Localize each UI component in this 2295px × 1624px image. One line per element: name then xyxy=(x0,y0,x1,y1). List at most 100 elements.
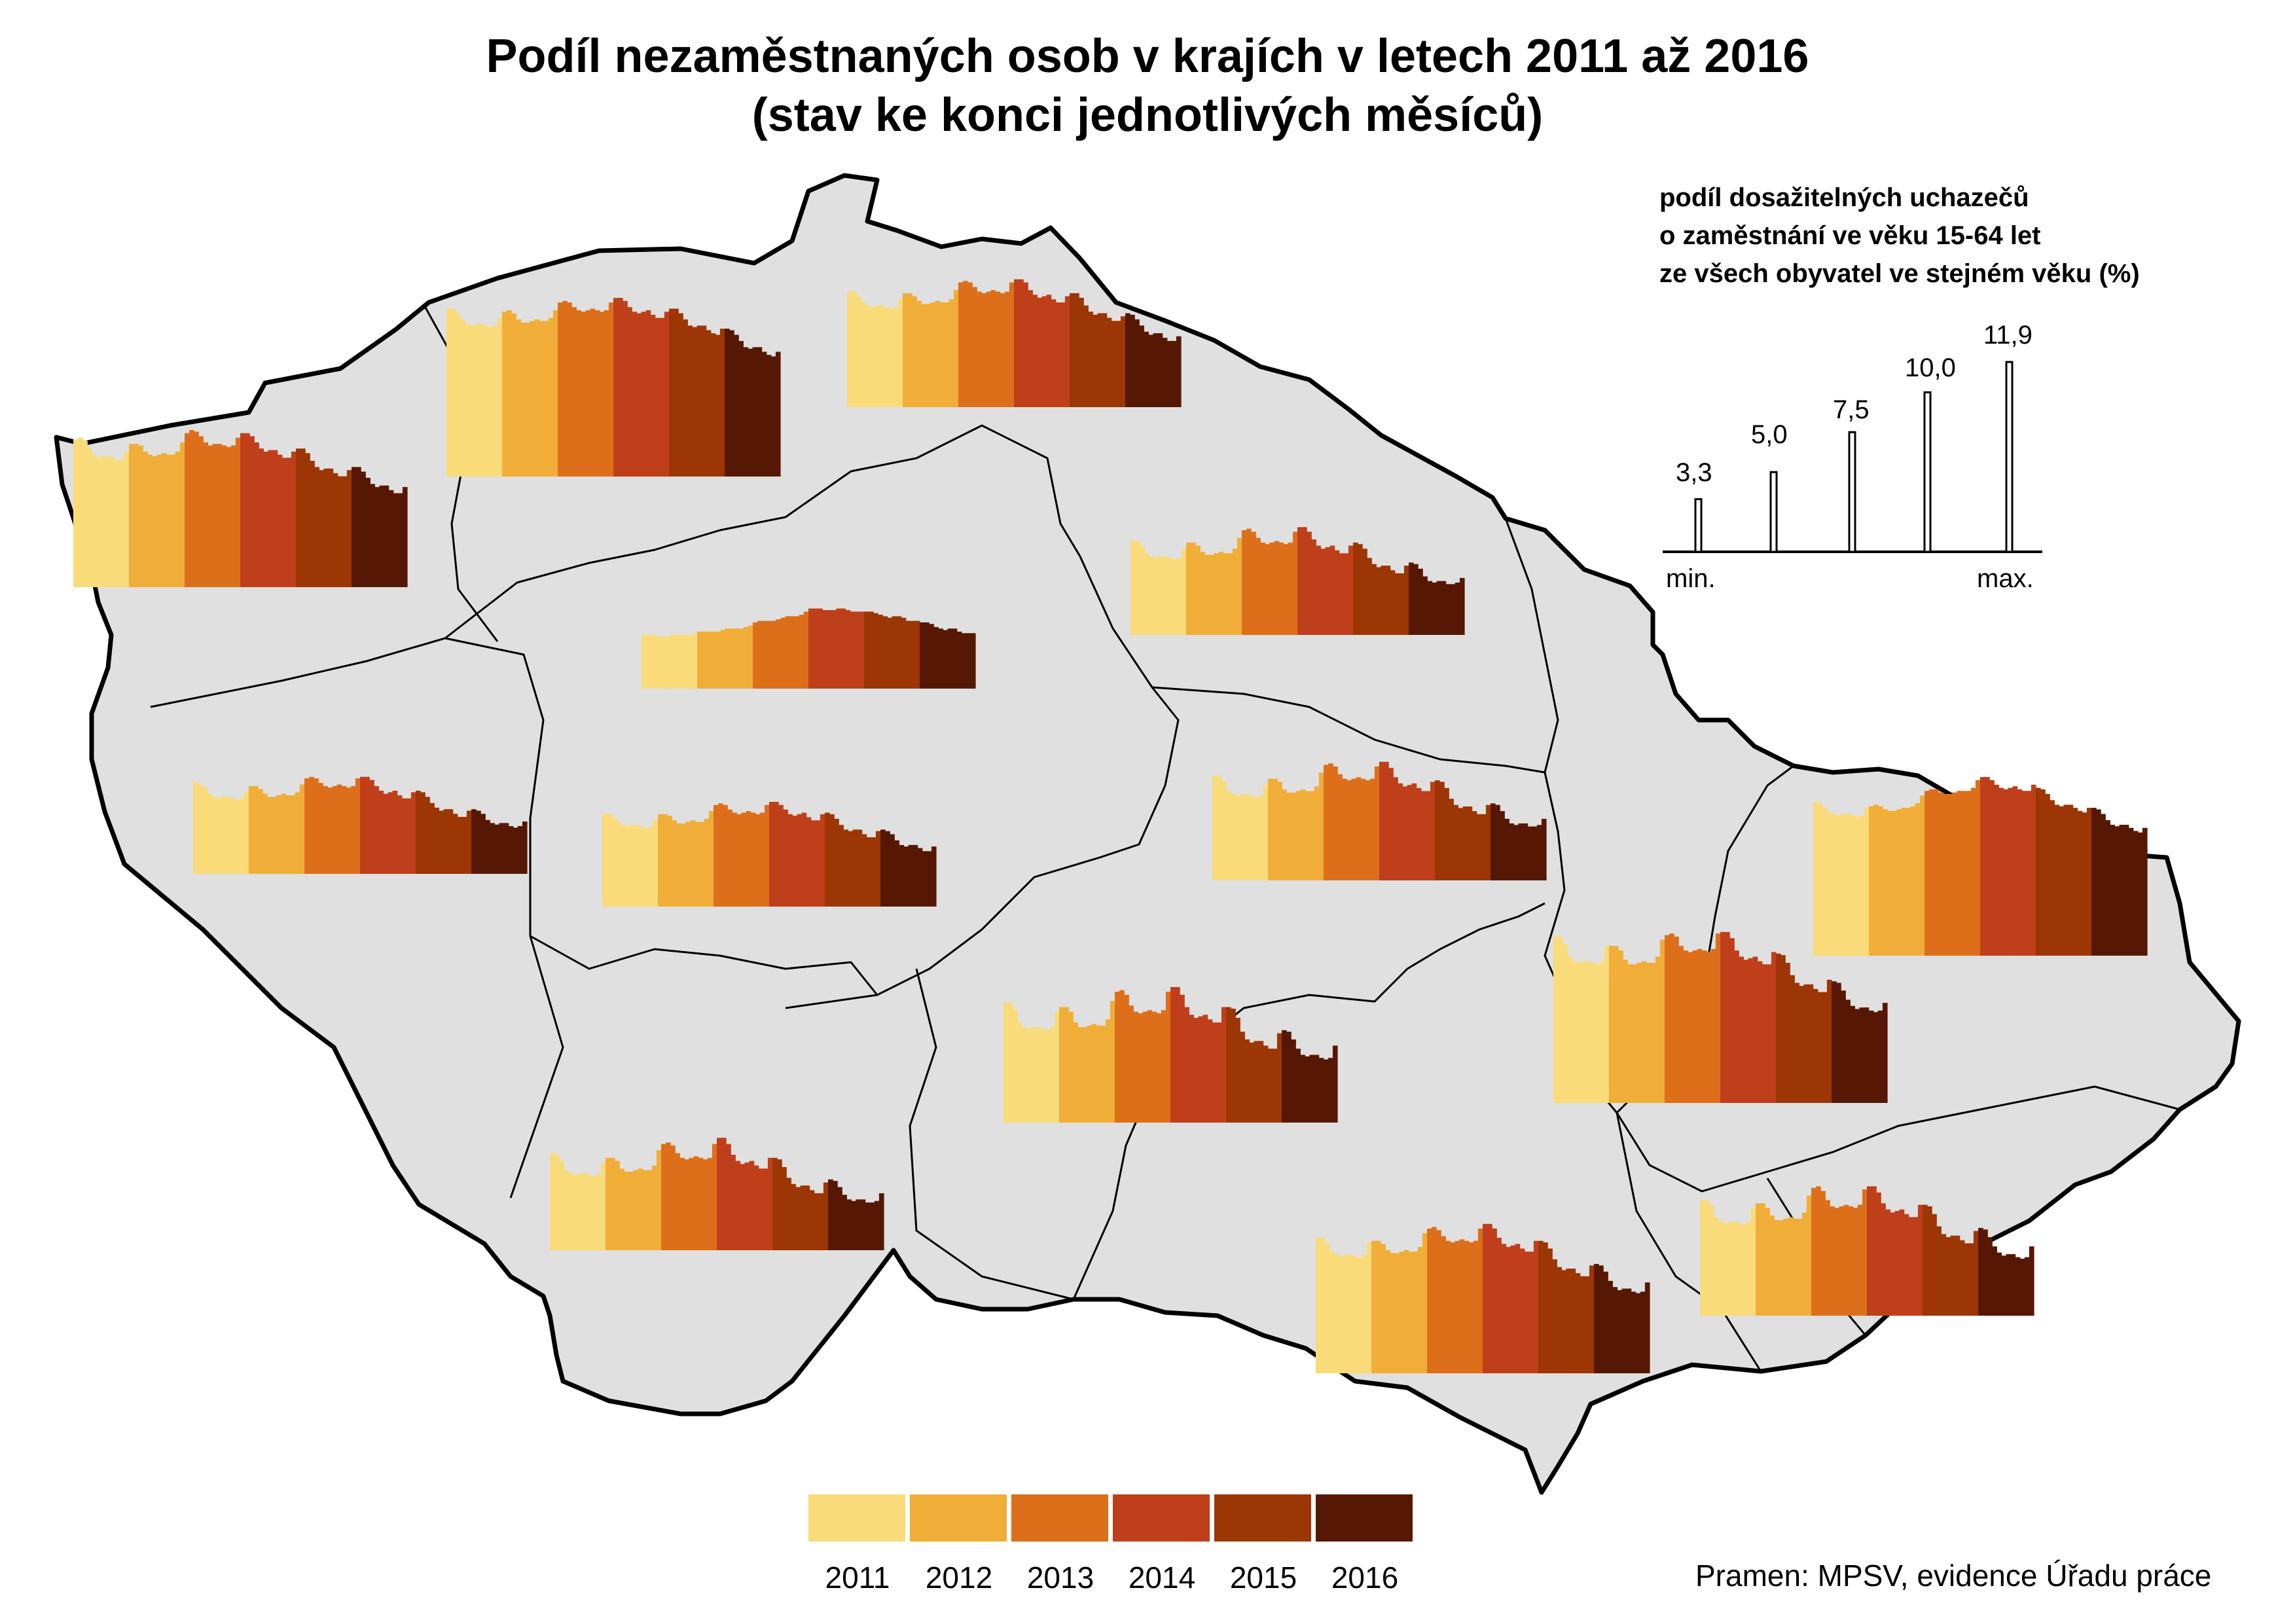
bar-ustecky-2015-m6 xyxy=(692,327,698,477)
bar-praha-2014-m8 xyxy=(840,608,846,689)
bar-stredocesky-2013-m1 xyxy=(714,804,719,907)
bar-stredocesky-2013-m9 xyxy=(750,812,756,907)
bar-pardubicky-2015-m9 xyxy=(1472,811,1477,880)
bar-olomoucky-2012-m4 xyxy=(1623,960,1628,1103)
bar-liberecky-2015-m8 xyxy=(1102,313,1108,407)
bar-jihomoravsky-2013-m3 xyxy=(1436,1230,1441,1373)
bar-kralovehradecky-2016-m12 xyxy=(1459,577,1465,635)
bar-plzensky-2012-m3 xyxy=(258,789,263,874)
bar-praha-2013-m3 xyxy=(762,621,767,689)
bar-jihocesky-2013-m3 xyxy=(670,1146,676,1250)
legend-swatch-2015 xyxy=(1214,1494,1311,1542)
bar-pardubicky-2014-m6 xyxy=(1402,786,1408,880)
bar-zlinsky-2013-m6 xyxy=(1834,1208,1840,1316)
bar-zlinsky-2014-m10 xyxy=(1908,1217,1914,1316)
bar-praha-2015-m6 xyxy=(887,617,893,689)
bar-praha-2011-m4 xyxy=(655,636,660,689)
bar-praha-2011-m7 xyxy=(669,634,675,689)
bar-stredocesky-2015-m10 xyxy=(866,837,872,907)
bar-zlinsky-2011-m6 xyxy=(1723,1223,1729,1316)
bar-olomoucky-2015-m9 xyxy=(1813,988,1818,1103)
bar-ustecky-2016-m9 xyxy=(761,352,767,477)
bar-olomoucky-2014-m10 xyxy=(1762,964,1767,1103)
bar-jihomoravsky-2012-m6 xyxy=(1394,1253,1400,1373)
bar-moravskoslezsky-2015-m7 xyxy=(2063,804,2069,956)
bar-liberecky-2011-m2 xyxy=(852,291,857,407)
bar-vysocina-2016-m4 xyxy=(1295,1049,1301,1123)
bar-jihocesky-2011-m5 xyxy=(568,1173,574,1250)
bar-moravskoslezsky-2016-m5 xyxy=(2110,825,2116,956)
bar-kralovehradecky-2015-m2 xyxy=(1358,544,1363,635)
bar-ustecky-2011-m4 xyxy=(460,319,465,477)
bar-ustecky-2014-m3 xyxy=(623,300,628,477)
bar-stredocesky-2013-m4 xyxy=(727,809,732,907)
bar-plzensky-2013-m4 xyxy=(318,783,323,874)
bar-plzensky-2013-m10 xyxy=(346,787,352,874)
bar-jihocesky-2016-m9 xyxy=(865,1202,871,1250)
scale-bar xyxy=(1848,431,1856,553)
bar-olomoucky-2013-m5 xyxy=(1683,950,1689,1103)
bar-ustecky-2015-m3 xyxy=(678,313,683,477)
bar-karlovarsky-2013-m7 xyxy=(212,444,218,587)
bar-stredocesky-2011-m12 xyxy=(653,820,659,907)
bar-jihocesky-2013-m1 xyxy=(661,1144,666,1250)
bar-olomoucky-2016-m12 xyxy=(1882,1003,1888,1103)
bar-liberecky-2014-m12 xyxy=(1064,296,1070,407)
bar-jihomoravsky-2011-m12 xyxy=(1366,1242,1372,1373)
bar-olomoucky-2014-m4 xyxy=(1734,950,1739,1103)
bar-stredocesky-2015-m5 xyxy=(843,829,849,907)
bar-zlinsky-2015-m5 xyxy=(1941,1234,1947,1316)
bar-ustecky-2015-m7 xyxy=(696,325,702,477)
bar-kralovehradecky-2016-m2 xyxy=(1413,564,1419,635)
legend-swatch-2011 xyxy=(808,1494,905,1542)
bar-pardubicky-2015-m3 xyxy=(1444,787,1449,880)
region-chart-pardubicky xyxy=(1212,761,1547,880)
bar-olomoucky-2012-m7 xyxy=(1636,962,1642,1103)
bar-jihomoravsky-2012-m1 xyxy=(1371,1240,1377,1373)
bar-ustecky-2011-m10 xyxy=(488,327,494,477)
bar-kralovehradecky-2012-m9 xyxy=(1223,553,1229,635)
bar-ustecky-2014-m6 xyxy=(636,313,642,477)
bar-jihocesky-2016-m1 xyxy=(828,1179,833,1250)
bar-stredocesky-2014-m7 xyxy=(797,814,803,907)
bar-jihomoravsky-2011-m2 xyxy=(1320,1237,1326,1373)
bar-jihocesky-2015-m2 xyxy=(777,1159,782,1250)
bar-ustecky-2011-m7 xyxy=(474,324,480,477)
bar-praha-2015-m1 xyxy=(864,611,869,689)
bar-zlinsky-2014-m4 xyxy=(1881,1203,1886,1316)
bar-pardubicky-2016-m9 xyxy=(1527,826,1533,880)
bar-karlovarsky-2015-m5 xyxy=(314,467,320,587)
bar-praha-2014-m7 xyxy=(836,608,842,689)
bar-ustecky-2011-m2 xyxy=(451,308,456,477)
bar-olomoucky-2014-m1 xyxy=(1720,931,1726,1103)
bar-jihomoravsky-2011-m3 xyxy=(1325,1244,1330,1373)
bar-pardubicky-2011-m10 xyxy=(1254,797,1259,880)
bar-zlinsky-2016-m10 xyxy=(2019,1258,2025,1316)
bar-pardubicky-2014-m7 xyxy=(1407,785,1413,880)
bar-vysocina-2012-m4 xyxy=(1073,1022,1078,1123)
bar-praha-2011-m6 xyxy=(664,636,670,689)
bar-jihomoravsky-2014-m4 xyxy=(1496,1237,1502,1373)
bar-plzensky-2014-m6 xyxy=(383,793,389,874)
bar-olomoucky-2011-m2 xyxy=(1558,936,1563,1103)
bar-olomoucky-2016-m5 xyxy=(1850,1005,1856,1103)
bar-stredocesky-2014-m2 xyxy=(774,802,779,907)
bar-jihomoravsky-2012-m12 xyxy=(1422,1233,1428,1373)
bar-ustecky-2013-m8 xyxy=(590,308,596,477)
bar-jihocesky-2016-m12 xyxy=(878,1193,884,1250)
bar-liberecky-2014-m4 xyxy=(1028,290,1033,407)
bar-plzensky-2011-m9 xyxy=(230,798,236,874)
bar-liberecky-2011-m9 xyxy=(884,307,890,407)
bar-vysocina-2013-m3 xyxy=(1124,994,1129,1123)
bar-pardubicky-2016-m11 xyxy=(1536,825,1542,880)
bar-kralovehradecky-2011-m9 xyxy=(1167,558,1173,635)
bar-liberecky-2013-m5 xyxy=(977,291,983,407)
bar-stredocesky-2012-m9 xyxy=(695,821,700,907)
bar-karlovarsky-2014-m3 xyxy=(249,436,255,587)
bar-jihocesky-2015-m1 xyxy=(772,1157,778,1250)
scale-value-label: 5,0 xyxy=(1751,420,1788,449)
region-chart-praha xyxy=(642,608,976,689)
bar-moravskoslezsky-2015-m5 xyxy=(2054,804,2060,956)
bar-praha-2016-m7 xyxy=(947,628,953,689)
bar-plzensky-2012-m7 xyxy=(276,795,282,874)
